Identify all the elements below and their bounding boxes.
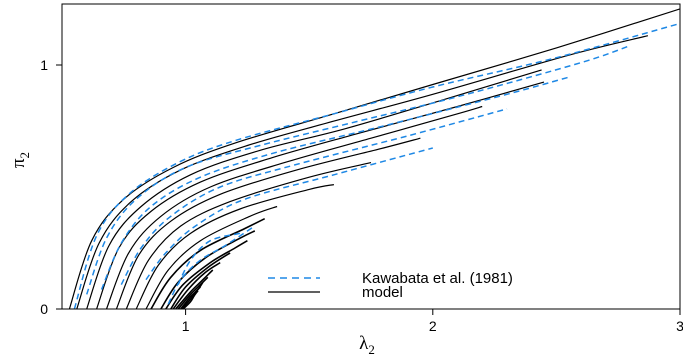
- x-tick-label-2: 2: [429, 318, 437, 334]
- model-curve-5: [105, 105, 483, 309]
- model-curve-3: [86, 69, 542, 309]
- model-curve-8: [135, 184, 335, 309]
- legend-label-kawabata: Kawabata et al. (1981): [362, 270, 513, 287]
- legend-label-model: model: [362, 284, 403, 301]
- model-cluster-curve-9: [181, 286, 201, 309]
- y-axis-label-symbol: π: [8, 158, 29, 168]
- y-axis-label-subscript: 2: [17, 152, 32, 159]
- model-cluster-curve-4: [170, 252, 231, 309]
- x-axis-label-subscript: 2: [368, 342, 375, 357]
- axis-ticks: 1 2 3 0 1: [40, 57, 683, 334]
- kawabata-curve-1: [73, 22, 680, 309]
- curves-layer: [68, 8, 680, 309]
- model-cluster-curve-2: [160, 230, 256, 309]
- kawabata-curve-5: [145, 147, 433, 281]
- model-curve-7: [125, 162, 372, 309]
- y-tick-label-0: 0: [40, 301, 48, 317]
- model-cluster-curve-6: [175, 269, 214, 309]
- x-tick-label-1: 1: [182, 318, 190, 334]
- kawabata-curve-7: [167, 225, 256, 305]
- model-cluster-curve-5: [172, 261, 221, 309]
- legend: Kawabata et al. (1981) model: [268, 270, 513, 301]
- x-axis-label: λ2: [359, 333, 375, 357]
- model-curve-2: [76, 35, 649, 309]
- model-curve-1: [68, 8, 680, 309]
- kawabata-curve-6: [177, 232, 241, 285]
- plot-area-frame: [61, 3, 681, 310]
- y-axis-label: π2: [8, 152, 32, 168]
- model-curve-9: [145, 205, 278, 309]
- y-tick-label-1: 1: [40, 57, 48, 73]
- model-cluster-curve-1: [150, 217, 266, 309]
- x-tick-label-3: 3: [676, 318, 683, 334]
- model-curve-6: [115, 137, 421, 309]
- x-axis-label-symbol: λ: [359, 333, 369, 354]
- model-cluster-curve-10: [182, 290, 199, 309]
- model-cluster-curve-3: [165, 240, 248, 309]
- kawabata-curve-2: [85, 44, 631, 295]
- kawabata-curve-3: [100, 76, 569, 290]
- kawabata-curve-4: [120, 108, 508, 285]
- model-cluster-curve-7: [177, 276, 209, 309]
